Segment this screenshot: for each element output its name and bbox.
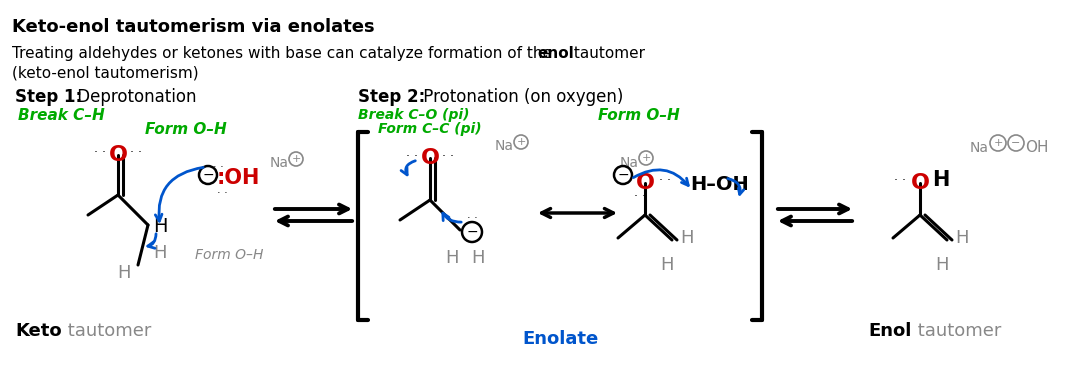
- Text: Break C–O (pi): Break C–O (pi): [358, 108, 470, 122]
- Text: tautomer: tautomer: [569, 46, 645, 61]
- Text: Step 2:: Step 2:: [358, 88, 425, 106]
- Text: · ·: · ·: [659, 174, 671, 188]
- Text: Na: Na: [970, 141, 989, 155]
- FancyArrowPatch shape: [633, 170, 688, 186]
- Text: tautomer: tautomer: [62, 322, 152, 340]
- Text: −: −: [202, 168, 214, 182]
- Text: tautomer: tautomer: [912, 322, 1002, 340]
- Text: +: +: [292, 154, 301, 164]
- Text: :OH: :OH: [217, 168, 261, 188]
- Text: · ·: · ·: [217, 188, 227, 198]
- Text: H: H: [680, 229, 693, 247]
- FancyArrowPatch shape: [443, 213, 461, 222]
- Text: Deprotonation: Deprotonation: [72, 88, 197, 106]
- Text: H: H: [445, 249, 459, 267]
- Text: Protonation (on oxygen): Protonation (on oxygen): [418, 88, 624, 106]
- FancyArrowPatch shape: [402, 161, 415, 175]
- Text: Form C–C (pi): Form C–C (pi): [378, 122, 482, 136]
- Text: Form O–H: Form O–H: [598, 108, 679, 123]
- Text: OH: OH: [1025, 140, 1049, 156]
- Text: H: H: [932, 170, 949, 190]
- Text: Na: Na: [621, 156, 639, 170]
- Text: H: H: [153, 218, 168, 236]
- Text: O: O: [421, 148, 440, 168]
- Text: +: +: [641, 153, 650, 163]
- Text: Enolate: Enolate: [522, 330, 598, 348]
- FancyArrowPatch shape: [155, 167, 203, 221]
- Text: · ·: · ·: [467, 213, 477, 223]
- Text: Na: Na: [270, 156, 289, 170]
- Text: · ·: · ·: [894, 174, 906, 188]
- Text: enol: enol: [537, 46, 574, 61]
- Text: Step 1:: Step 1:: [15, 88, 82, 106]
- Text: +: +: [516, 137, 525, 147]
- Text: −: −: [617, 168, 629, 182]
- Text: · ·: · ·: [406, 149, 418, 163]
- FancyArrowPatch shape: [147, 234, 156, 248]
- Text: H–OH: H–OH: [690, 176, 749, 195]
- Text: O: O: [911, 173, 929, 193]
- Text: · ·: · ·: [94, 147, 106, 160]
- Text: · ·: · ·: [213, 162, 223, 172]
- Text: −: −: [1011, 138, 1021, 148]
- Text: (keto-enol tautomerism): (keto-enol tautomerism): [12, 65, 199, 80]
- Text: Form O–H: Form O–H: [195, 248, 264, 262]
- Text: H: H: [936, 256, 948, 274]
- Text: · ·: · ·: [442, 149, 454, 163]
- Text: H: H: [471, 249, 485, 267]
- Text: Na: Na: [494, 139, 514, 153]
- FancyArrowPatch shape: [727, 179, 743, 194]
- Text: H: H: [955, 229, 969, 247]
- Text: −: −: [467, 225, 477, 239]
- Text: H: H: [660, 256, 674, 274]
- Text: Treating aldehydes or ketones with base can catalyze formation of the: Treating aldehydes or ketones with base …: [12, 46, 556, 61]
- Text: Break C–H: Break C–H: [18, 108, 105, 123]
- Text: · ·: · ·: [634, 190, 646, 204]
- Text: H: H: [117, 264, 130, 282]
- Text: Enol: Enol: [868, 322, 911, 340]
- Text: O: O: [635, 173, 655, 193]
- Text: Keto-enol tautomerism via enolates: Keto-enol tautomerism via enolates: [12, 18, 375, 36]
- Text: +: +: [993, 138, 1003, 148]
- Text: H: H: [153, 244, 167, 262]
- Text: Keto: Keto: [15, 322, 62, 340]
- Text: Form O–H: Form O–H: [145, 122, 226, 137]
- Text: · ·: · ·: [130, 147, 142, 160]
- Text: O: O: [109, 145, 127, 165]
